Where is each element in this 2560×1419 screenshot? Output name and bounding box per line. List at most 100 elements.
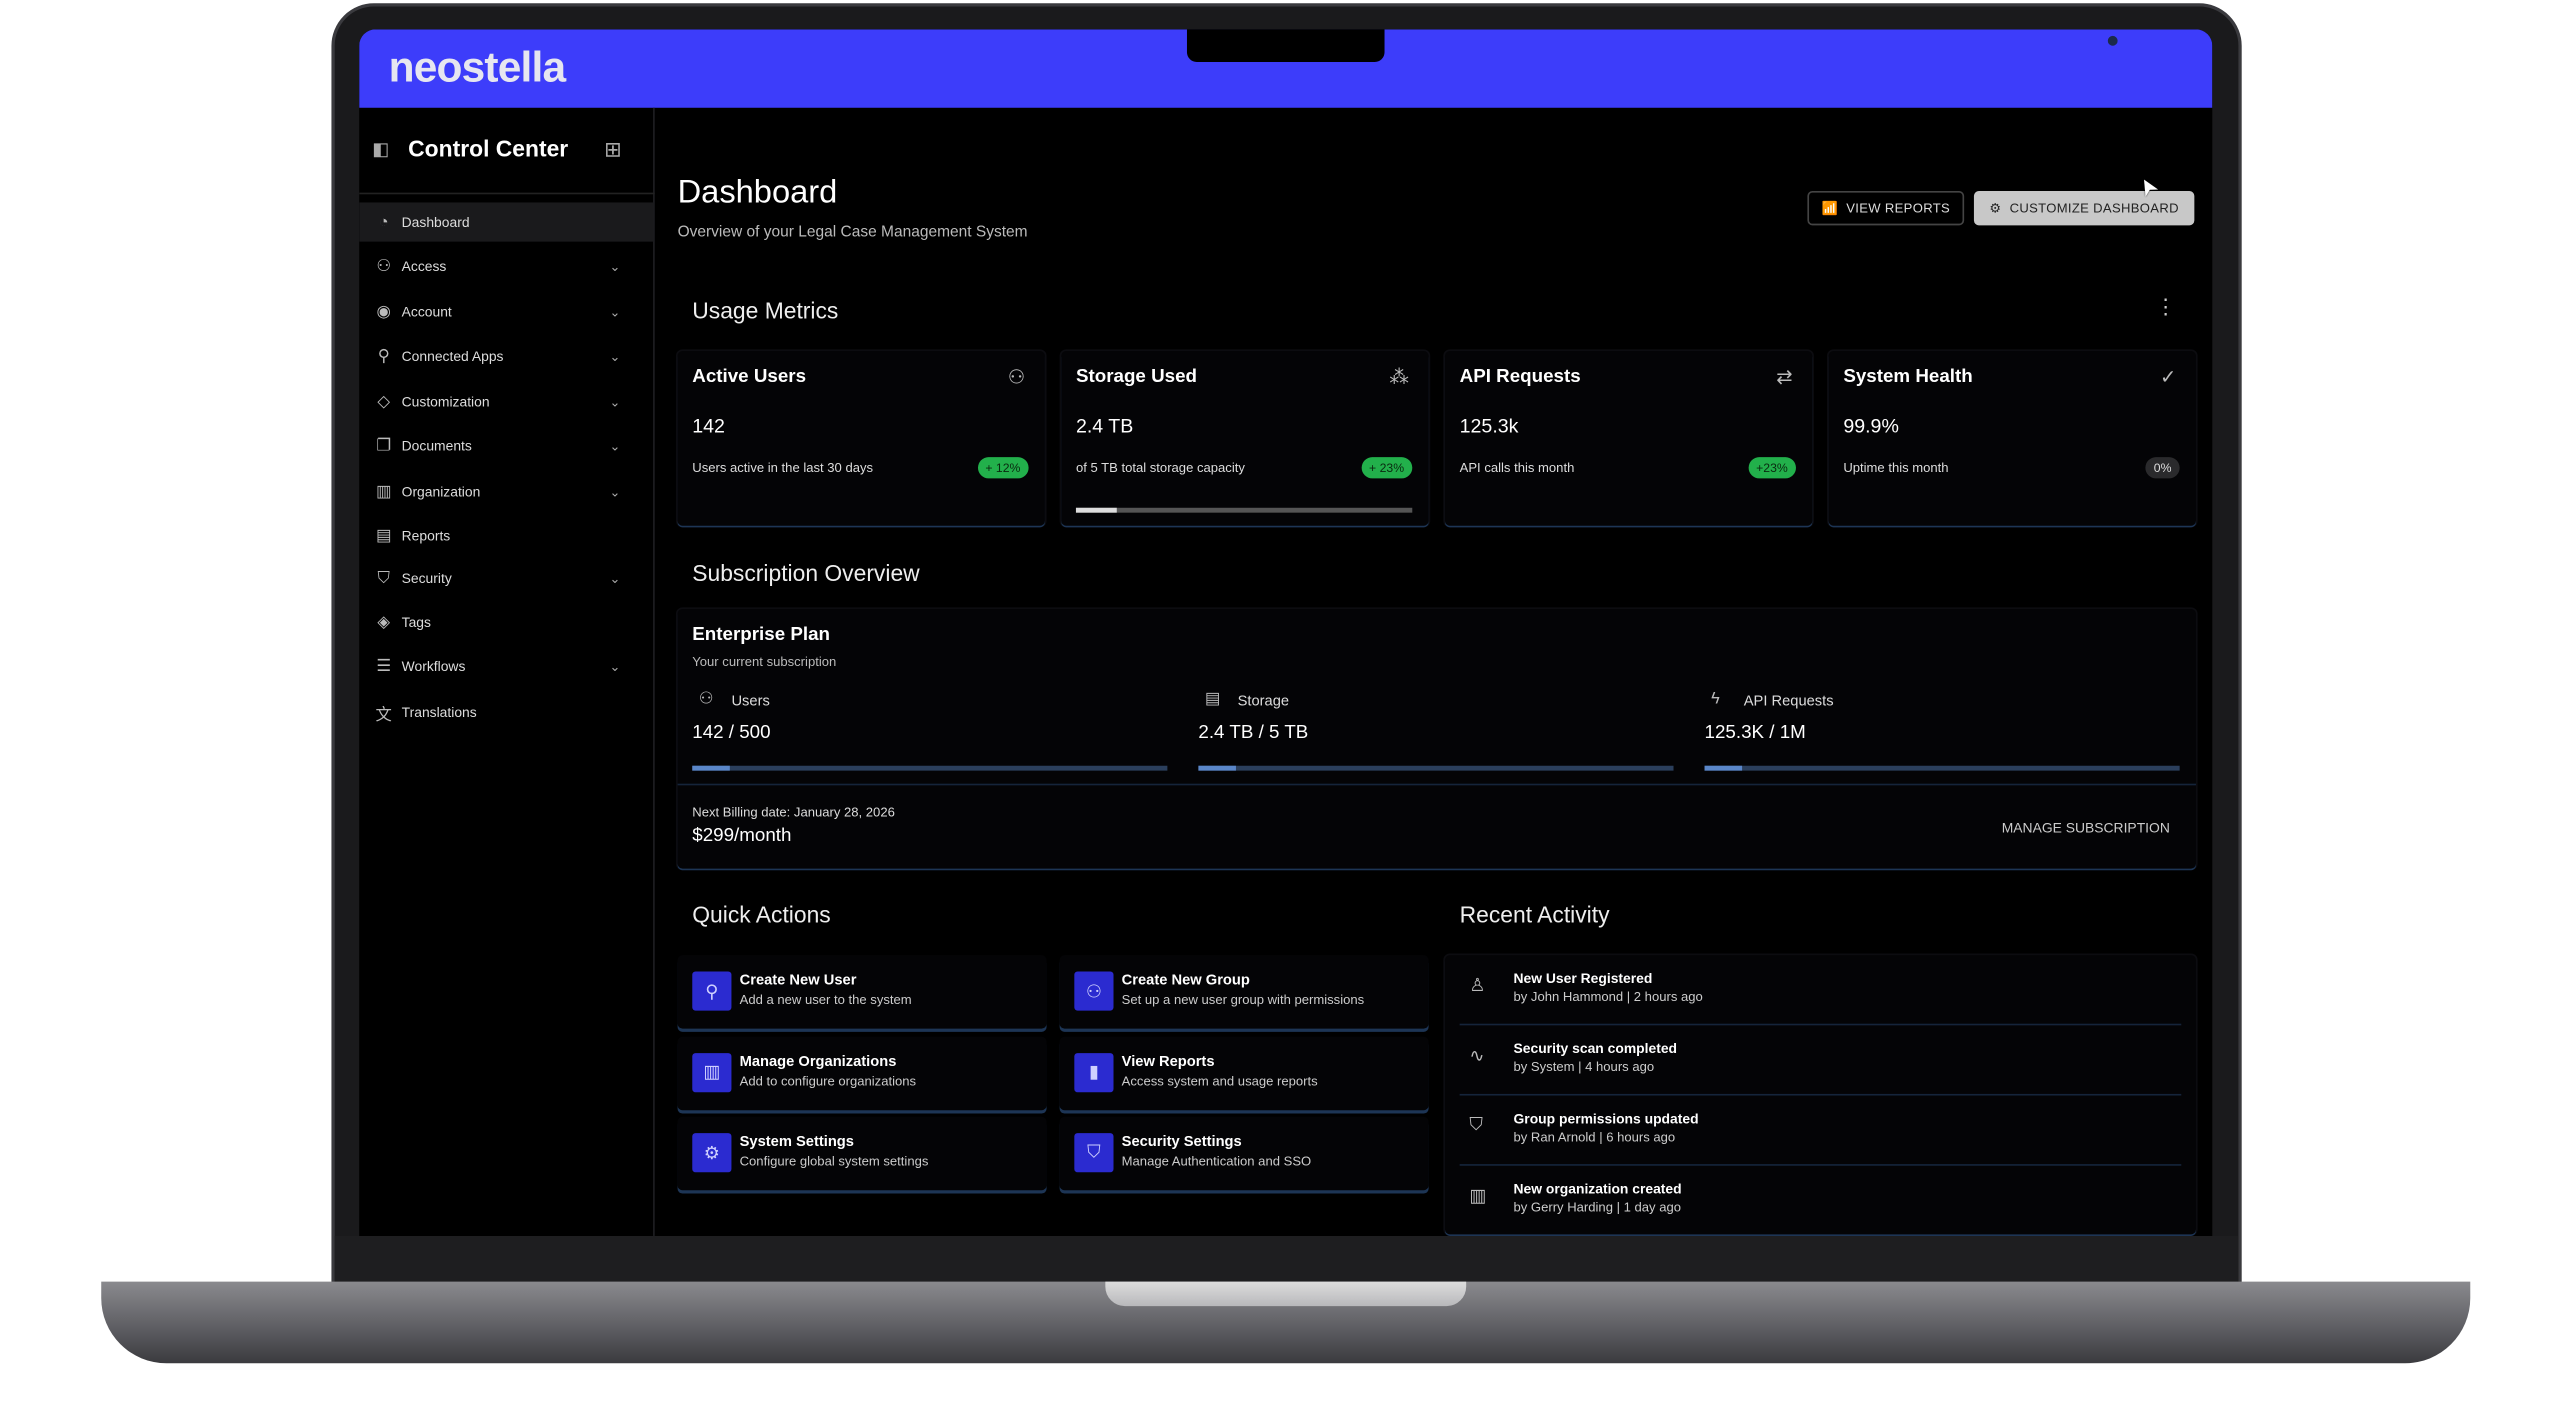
activity-meta: by Ran Arnold | 6 hours ago <box>1513 1129 1676 1145</box>
activity-item: ∿ Security scan completed by System | 4 ho… <box>1459 1025 2182 1096</box>
activity-item: ⛉ Group permissions updated by Ran Arnold … <box>1459 1096 2182 1166</box>
sidebar-item-customization[interactable]: ◇ Customization ⌄ <box>359 382 653 421</box>
sidebar-title: Control Center <box>408 135 569 162</box>
metric-description: API calls this month <box>1459 460 1575 476</box>
metric-title: API Requests <box>1459 367 1581 387</box>
subscription-metric-label: Storage <box>1237 692 1290 709</box>
bolt-icon: ϟ <box>1711 690 1720 709</box>
laptop-base-notch <box>1105 1281 1467 1307</box>
next-billing-date: Next Billing date: January 28, 2026 <box>692 804 895 820</box>
translate-icon: 文 <box>375 706 392 725</box>
quick-action-view-reports[interactable]: ▮ View Reports Access system and usage rep… <box>1059 1035 1429 1110</box>
activity-meta: by System | 4 hours ago <box>1513 1059 1655 1075</box>
sidebar-item-dashboard[interactable]: ◔ Dashboard <box>359 202 654 242</box>
subscription-progress-bar <box>1198 765 1674 771</box>
sidebar-item-organization[interactable]: ▥ Organization ⌄ <box>359 472 653 511</box>
collapse-sidebar-icon[interactable]: ◧ <box>372 140 390 161</box>
quick-action-description: Manage Authentication and SSO <box>1121 1154 1312 1170</box>
report-icon: ▤ <box>375 526 392 545</box>
quick-action-security-settings[interactable]: ⛉ Security Settings Manage Authentication … <box>1059 1116 1429 1191</box>
activity-title: Security scan completed <box>1513 1040 1678 1057</box>
subscription-progress-bar <box>692 765 1168 771</box>
quick-action-title: View Reports <box>1121 1052 1215 1069</box>
sidebar-item-access[interactable]: ⚇ Access ⌄ <box>359 247 653 286</box>
quick-action-manage-organizations[interactable]: ▥ Manage Organizations Add to configure or… <box>677 1035 1047 1110</box>
customize-dashboard-label: CUSTOMIZE DASHBOARD <box>2009 200 2179 216</box>
customize-dashboard-button[interactable]: ⚙ CUSTOMIZE DASHBOARD <box>1973 191 2195 226</box>
logo[interactable]: neostella <box>388 42 567 92</box>
quick-action-description: Set up a new user group with permissions <box>1121 992 1365 1008</box>
recent-activity-title: Recent Activity <box>1459 901 1610 928</box>
quick-action-description: Add a new user to the system <box>739 992 912 1008</box>
metric-description: Users active in the last 30 days <box>692 460 874 476</box>
chevron-down-icon[interactable]: ⌄ <box>609 658 621 674</box>
sidebar-item-documents[interactable]: ❐ Documents ⌄ <box>359 426 653 465</box>
sidebar-item-translations[interactable]: 文 Translations <box>359 692 653 731</box>
chevron-down-icon[interactable]: ⌄ <box>609 484 621 499</box>
metric-title: System Health <box>1843 367 1973 387</box>
change-badge: + 12% <box>977 457 1029 479</box>
view-reports-button[interactable]: 📶 VIEW REPORTS <box>1807 191 1965 226</box>
metric-title: Active Users <box>692 367 807 387</box>
chevron-down-icon[interactable]: ⌄ <box>609 304 621 320</box>
user-circle-icon: ◉ <box>376 302 391 321</box>
activity-title: New organization created <box>1513 1180 1682 1197</box>
sidebar-item-tags[interactable]: ◈ Tags <box>359 602 653 641</box>
sidebar-item-account[interactable]: ◉ Account ⌄ <box>359 292 653 331</box>
plan-subtitle: Your current subscription <box>692 654 837 670</box>
quick-action-description: Add to configure organizations <box>739 1073 917 1089</box>
chevron-down-icon[interactable]: ⌄ <box>609 570 621 586</box>
quick-action-title: Manage Organizations <box>739 1052 897 1069</box>
subscription-metric: ϟ API Requests 125.3K / 1M <box>1704 690 2180 773</box>
recent-activity-card: ♙ New User Registered by John Hammond | 2 … <box>1444 955 2196 1235</box>
chevron-down-icon[interactable]: ⌄ <box>609 258 621 274</box>
page-subtitle: Overview of your Legal Case Management S… <box>677 223 1028 242</box>
apps-grid-icon[interactable]: ⊞ <box>604 137 622 162</box>
sidebar-item-label: Customization <box>401 393 490 410</box>
metric-description: of 5 TB total storage capacity <box>1075 460 1245 476</box>
chevron-down-icon[interactable]: ⌄ <box>609 348 621 364</box>
sidebar-item-workflows[interactable]: ☰ Workflows ⌄ <box>359 647 653 686</box>
plan-price: $299/month <box>692 826 792 846</box>
quick-action-description: Configure global system settings <box>739 1154 929 1170</box>
sidebar-item-security[interactable]: ⛉ Security ⌄ <box>359 558 653 597</box>
laptop-chin <box>334 1235 2239 1282</box>
chevron-down-icon[interactable]: ⌄ <box>609 438 621 454</box>
shield-icon: ⛉ <box>1469 1115 1483 1135</box>
sliders-icon: ⚙ <box>1989 200 2002 216</box>
sidebar-item-label: Dashboard <box>401 213 470 231</box>
metric-card: Active Users ⚇ 142 Users active in the last… <box>677 351 1045 526</box>
quick-action-description: Access system and usage reports <box>1121 1073 1318 1089</box>
shield-icon: ⛉ <box>1074 1133 1114 1173</box>
change-badge: + 23% <box>1360 457 1413 479</box>
subscription-progress-bar <box>1704 765 2180 771</box>
metric-value: 2.4 TB <box>1075 414 1134 438</box>
quick-action-title: Create New Group <box>1121 971 1250 988</box>
activity-item: ♙ New User Registered by John Hammond | 2 … <box>1459 955 2182 1026</box>
tag-icon: ◈ <box>377 613 390 632</box>
sidebar-item-label: Connected Apps <box>401 347 504 365</box>
quick-action-system-settings[interactable]: ⚙ System Settings Configure global system … <box>677 1116 1047 1191</box>
shapes-icon: ◇ <box>377 392 390 411</box>
subscription-metric: ▤ Storage 2.4 TB / 5 TB <box>1198 691 1674 773</box>
quick-action-title: System Settings <box>739 1133 854 1150</box>
change-badge: 0% <box>2145 457 2180 479</box>
sidebar-item-reports[interactable]: ▤ Reports <box>359 516 653 555</box>
quick-action-create-new-group[interactable]: ⚇ Create New Group Set up a new user group… <box>1059 955 1429 1029</box>
chevron-down-icon[interactable]: ⌄ <box>609 394 621 409</box>
sidebar-item-connected-apps[interactable]: ⚲ Connected Apps ⌄ <box>359 336 653 375</box>
quick-action-create-new-user[interactable]: ⚲ Create New User Add a new user to the sy… <box>677 955 1047 1029</box>
subscription-metric-value: 142 / 500 <box>692 723 771 743</box>
documents-icon: ❐ <box>376 436 392 455</box>
main-content: Dashboard Overview of your Legal Case Ma… <box>677 108 2213 1236</box>
more-options-icon[interactable]: ⋮ <box>2155 293 2177 319</box>
manage-subscription-button[interactable]: MANAGE SUBSCRIPTION <box>2001 819 2170 836</box>
user-plus-icon: ⚲ <box>692 971 732 1011</box>
gauge-icon: ◔ <box>378 213 389 232</box>
sidebar-item-label: Documents <box>401 437 472 454</box>
sidebar-item-label: Security <box>401 569 452 587</box>
sidebar-item-label: Access <box>401 257 447 275</box>
subscription-metric-label: Users <box>731 692 770 709</box>
metric-description: Uptime this month <box>1843 460 1949 476</box>
plan-name: Enterprise Plan <box>692 625 831 645</box>
